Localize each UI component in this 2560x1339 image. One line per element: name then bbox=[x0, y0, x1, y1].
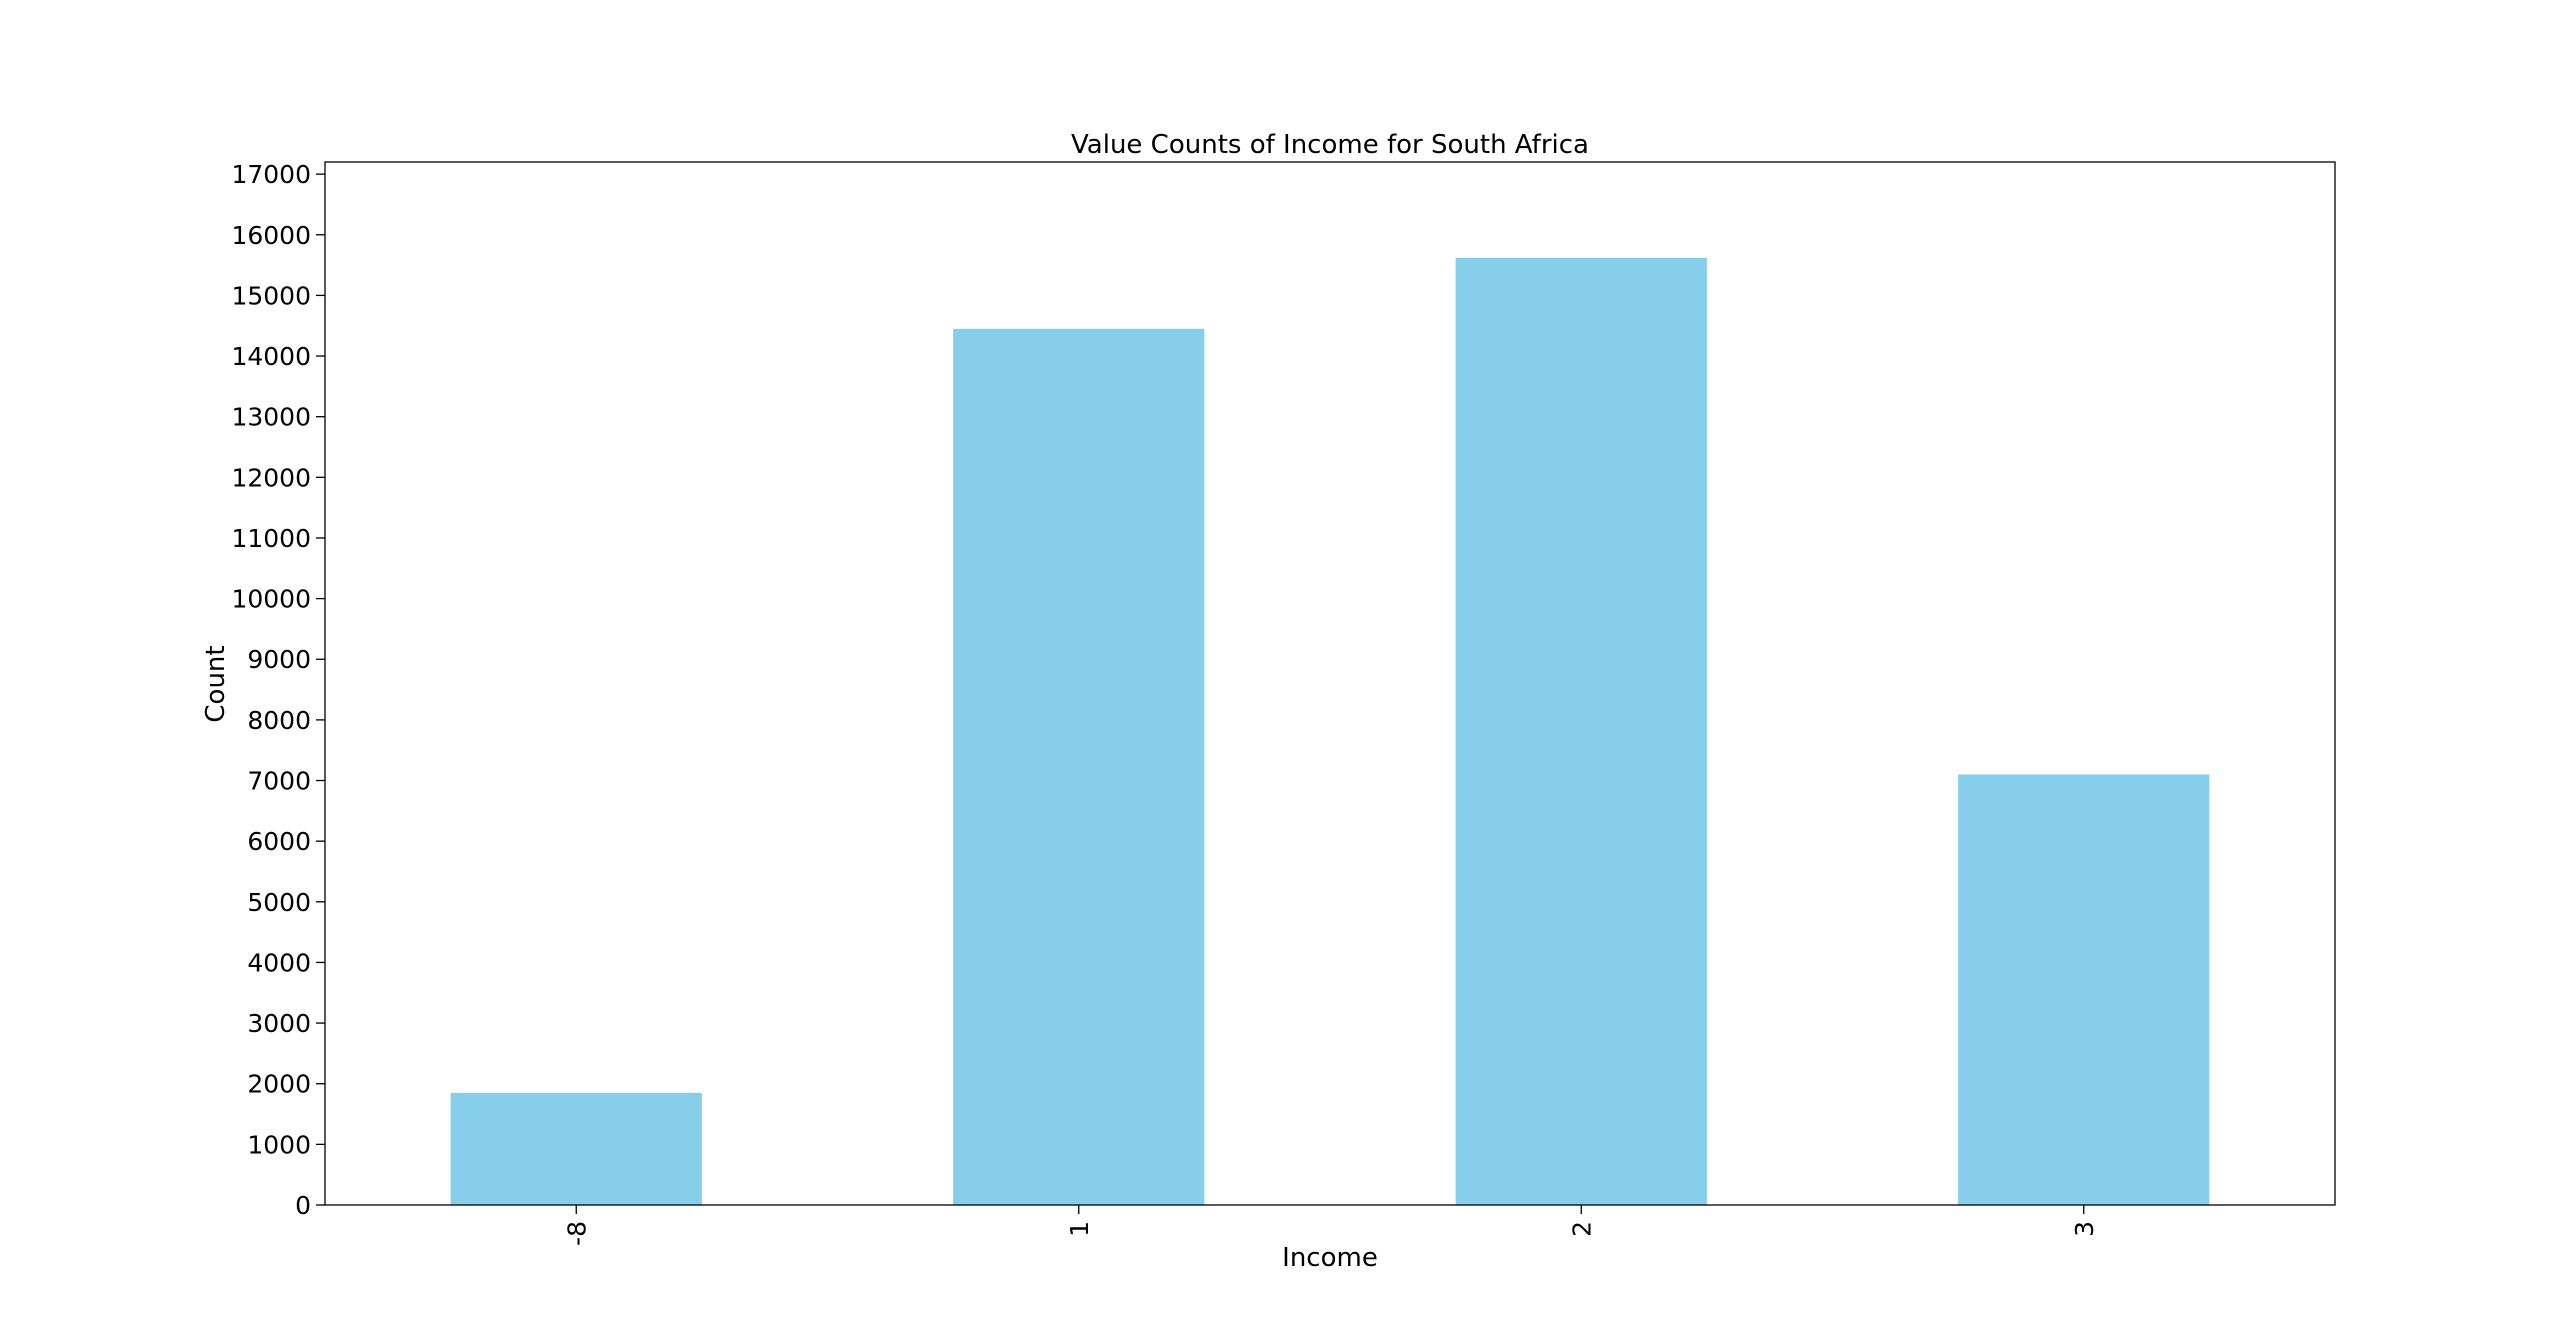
bar-2 bbox=[1455, 257, 1707, 1206]
bars-group bbox=[450, 257, 2210, 1206]
y-tick-label: 5000 bbox=[247, 888, 311, 917]
chart-title: Value Counts of Income for South Africa bbox=[1071, 130, 1589, 160]
y-tick-label: 12000 bbox=[231, 463, 311, 492]
y-tick-label: 1000 bbox=[247, 1130, 311, 1159]
plot-frame bbox=[324, 161, 2336, 1206]
y-tick-label: 6000 bbox=[247, 827, 311, 856]
bar-1 bbox=[953, 328, 1205, 1205]
x-axis-label: Income bbox=[1282, 1243, 1378, 1273]
y-tick-label: 17000 bbox=[231, 160, 311, 189]
y-tick-label: 8000 bbox=[247, 706, 311, 735]
y-tick-label: 13000 bbox=[231, 403, 311, 432]
x-tick-label: 1 bbox=[1065, 1221, 1094, 1237]
y-tick-label: 9000 bbox=[247, 645, 311, 674]
x-tick-label: -8 bbox=[562, 1221, 591, 1246]
bar--8 bbox=[450, 1092, 702, 1205]
x-tick-label: 2 bbox=[1567, 1221, 1596, 1237]
y-tick-label: 15000 bbox=[231, 281, 311, 310]
x-axis: -8 1 2 3 bbox=[562, 1205, 2099, 1246]
y-axis: 0 1000 2000 3000 4000 5000 6000 7000 8000 9000 100… bbox=[231, 160, 325, 1220]
x-tick-label: 3 bbox=[2070, 1221, 2099, 1237]
y-tick-label: 10000 bbox=[231, 585, 311, 614]
bar-3 bbox=[1958, 774, 2210, 1205]
y-tick-label: 11000 bbox=[231, 524, 311, 553]
y-tick-label: 7000 bbox=[247, 767, 311, 796]
y-tick-label: 4000 bbox=[247, 948, 311, 977]
y-tick-label: 0 bbox=[295, 1191, 311, 1220]
y-tick-label: 16000 bbox=[231, 221, 311, 250]
y-tick-label: 3000 bbox=[247, 1009, 311, 1038]
y-tick-label: 2000 bbox=[247, 1070, 311, 1099]
y-tick-label: 14000 bbox=[231, 342, 311, 371]
y-axis-label: Count bbox=[201, 645, 231, 722]
